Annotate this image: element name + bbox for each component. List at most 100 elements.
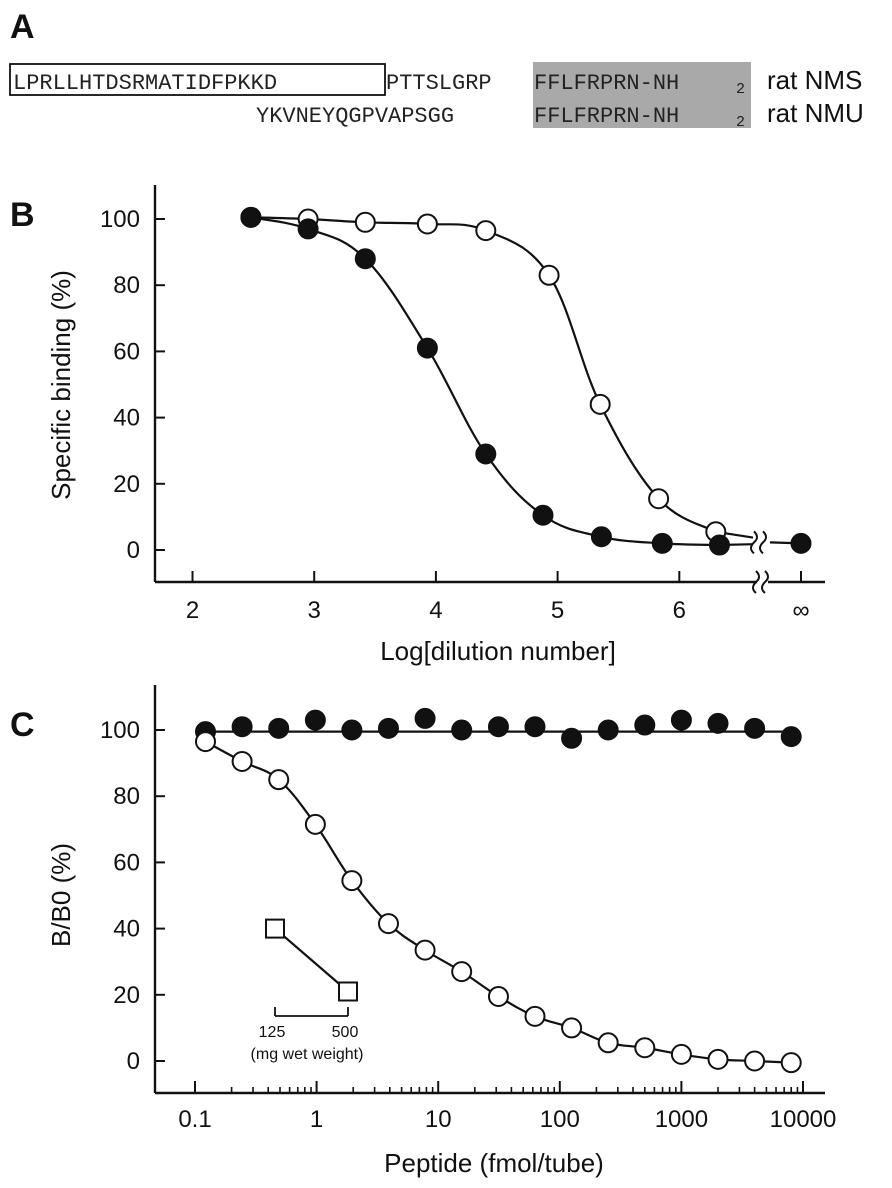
- data-point-b-filled-circle: [651, 532, 673, 554]
- data-point-b-filled-circle: [354, 248, 376, 270]
- data-point-c-open-circle: [195, 731, 217, 753]
- axes-c: [153, 685, 825, 1095]
- data-point-b-open-circle: [475, 220, 497, 242]
- data-point-b-filled-circle: [708, 534, 730, 556]
- y-tick-label-c: 100: [100, 717, 140, 744]
- panel-b: B Specific binding (%) Log[dilution numb…: [10, 185, 825, 666]
- x-tick-label-c: 1000: [655, 1106, 708, 1133]
- data-point-c-filled-circle: [780, 726, 802, 748]
- data-point-c-open-circle: [744, 1050, 766, 1072]
- inset-tick-label-125: 125: [259, 1024, 286, 1041]
- data-point-b-open-circle: [354, 211, 376, 233]
- nmu-sequence-shaded: FFLFRPRN-NH: [534, 104, 679, 129]
- y-tick-label-c: 20: [113, 982, 140, 1009]
- data-point-b-filled-circle: [240, 206, 262, 228]
- y-tick-label-c: 0: [127, 1048, 140, 1075]
- data-point-c-filled-circle: [487, 716, 509, 738]
- data-point-c-filled-circle: [670, 709, 692, 731]
- series-points-c: [195, 707, 802, 1074]
- data-point-c-filled-circle: [377, 717, 399, 739]
- y-ticks-b: 0 20 40 60 80 100: [100, 206, 165, 564]
- data-point-c-open-circle: [707, 1048, 729, 1070]
- nms-sequence-shaded: FFLFRPRN-NH: [534, 71, 679, 96]
- data-point-b-open-circle: [648, 488, 670, 510]
- x-ticks-b: 2 3 4 5 6 ∞: [186, 571, 810, 624]
- x-tick-label-c: 0.1: [178, 1106, 211, 1133]
- y-tick-label-b: 80: [113, 272, 140, 299]
- data-point-c-open-circle: [561, 1017, 583, 1039]
- y-tick-label-c: 80: [113, 783, 140, 810]
- nms-sequence-boxed: LPRLLHTDSRMATIDFPKKD: [13, 71, 277, 96]
- data-point-c-open-circle: [341, 870, 363, 892]
- y-tick-label-b: 20: [113, 471, 140, 498]
- inset-data-point: [265, 918, 285, 939]
- data-point-c-open-circle: [780, 1052, 802, 1074]
- y-tick-label-c: 60: [113, 849, 140, 876]
- y-tick-label-b: 40: [113, 405, 140, 432]
- y-tick-label-b: 0: [127, 537, 140, 564]
- data-point-c-filled-circle: [231, 716, 253, 738]
- data-point-c-open-circle: [487, 985, 509, 1007]
- ylabel-b: Specific binding (%): [46, 270, 76, 500]
- xlabel-c: Peptide (fmol/tube): [384, 1148, 604, 1178]
- data-point-b-filled-circle: [416, 337, 438, 359]
- x-tick-label-c: 10: [425, 1106, 452, 1133]
- panel-label-b: B: [10, 196, 35, 234]
- data-point-c-filled-circle: [414, 707, 436, 729]
- data-point-c-open-circle: [524, 1005, 546, 1027]
- data-point-c-open-circle: [414, 939, 436, 961]
- x-tick-label-c: 1: [310, 1106, 323, 1133]
- x-tick-label-c: 10000: [770, 1106, 837, 1133]
- x-tick-label-b: 6: [673, 597, 686, 624]
- x-tick-label-b: ∞: [792, 597, 809, 624]
- nmu-label: rat NMU: [767, 98, 864, 128]
- inset-tick-label-500: 500: [332, 1024, 359, 1041]
- data-point-b-open-circle: [416, 213, 438, 235]
- data-point-c-open-circle: [597, 1032, 619, 1054]
- inset-line: [274, 927, 349, 993]
- data-point-b-infinity: [790, 532, 812, 554]
- panel-a: A LPRLLHTDSRMATIDFPKKD PTTSLGRP FFLFRPRN…: [9, 8, 864, 131]
- inset-unit-label: (mg wet weight): [251, 1046, 364, 1063]
- data-point-c-open-circle: [231, 750, 253, 772]
- panel-label-a: A: [10, 8, 35, 46]
- data-point-c-open-circle: [634, 1037, 656, 1059]
- data-point-c-filled-circle: [268, 717, 290, 739]
- axes-b: [153, 185, 825, 594]
- y-ticks-c: 0 20 40 60 80 100: [100, 717, 165, 1075]
- data-point-c-open-circle: [304, 813, 326, 835]
- inset-data-point: [338, 981, 358, 1002]
- series-line-b-1: [250, 216, 717, 533]
- data-point-c-filled-circle: [304, 709, 326, 731]
- data-point-c-filled-circle: [561, 727, 583, 749]
- data-point-c-open-circle: [377, 913, 399, 935]
- data-point-c-filled-circle: [451, 719, 473, 741]
- data-point-b-open-circle: [538, 264, 560, 286]
- data-point-c-filled-circle: [524, 716, 546, 738]
- curve-break-b: [750, 530, 767, 555]
- boxed-n-terminal-region: [9, 63, 386, 96]
- x-tick-label-b: 4: [429, 597, 442, 624]
- y-tick-label-b: 60: [113, 338, 140, 365]
- shaded-conserved-region: [533, 62, 751, 128]
- inset-c: 125 500 (mg wet weight): [251, 918, 364, 1063]
- x-tick-label-c: 100: [540, 1106, 580, 1133]
- series-lines-b: [250, 216, 802, 555]
- data-point-c-filled-circle: [597, 719, 619, 741]
- x-axis-break-b: [752, 570, 769, 594]
- x-tick-label-b: 3: [308, 597, 321, 624]
- x-tick-label-b: 2: [186, 597, 199, 624]
- nms-label: rat NMS: [767, 65, 862, 95]
- data-point-c-filled-circle: [707, 712, 729, 734]
- data-point-b-filled-circle: [532, 504, 554, 526]
- data-point-c-open-circle: [451, 961, 473, 983]
- data-point-c-filled-circle: [341, 719, 363, 741]
- data-point-b-filled-circle: [475, 443, 497, 465]
- series-line-c-2: [204, 740, 792, 1064]
- data-point-b-filled-circle: [297, 218, 319, 240]
- y-tick-label-c: 40: [113, 916, 140, 943]
- nms-subscript: 2: [736, 81, 745, 98]
- data-point-b-filled-circle: [590, 526, 612, 548]
- data-point-c-open-circle: [268, 769, 290, 791]
